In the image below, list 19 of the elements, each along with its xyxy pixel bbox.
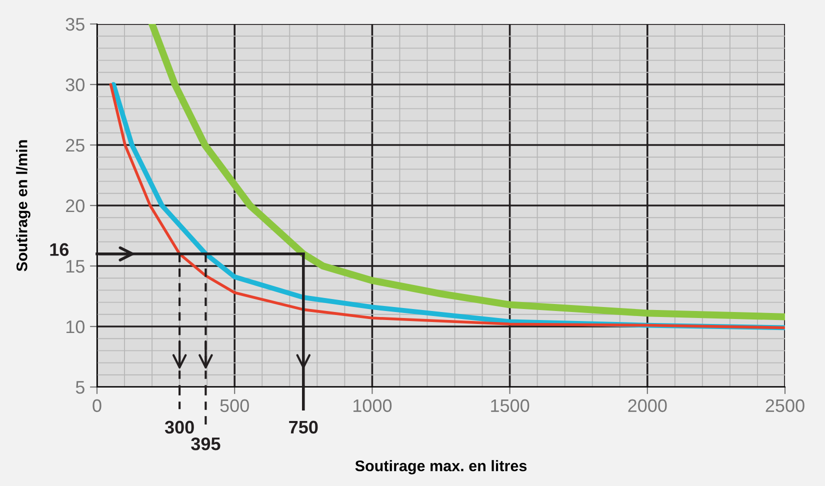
x-tick-label: 2000	[628, 399, 667, 412]
x-axis-title: Soutirage max. en litres	[355, 460, 527, 474]
y-tick-label: 25	[66, 138, 84, 152]
y-tick-label: 15	[66, 260, 84, 273]
x-tick-label: 500	[220, 399, 249, 412]
y-tick-label: 30	[66, 78, 84, 92]
x-tick-label: 1000	[353, 399, 392, 412]
x-tick-label: 2500	[766, 399, 804, 412]
ref-line-label: 395	[191, 437, 220, 450]
y-tick-label: 35	[66, 18, 84, 31]
y-tick-label: 20	[66, 199, 84, 212]
y-axis-title: Soutirage en l/min	[16, 140, 30, 272]
y-tick-label: 10	[66, 320, 84, 334]
x-tick-label: 1500	[491, 399, 530, 412]
x-tick-label: 0	[92, 399, 102, 412]
y-tick-label: 5	[76, 381, 84, 394]
ref-line-label: 16	[50, 243, 69, 256]
ref-line-label: 750	[289, 420, 318, 434]
ref-line-label: 300	[164, 420, 194, 434]
